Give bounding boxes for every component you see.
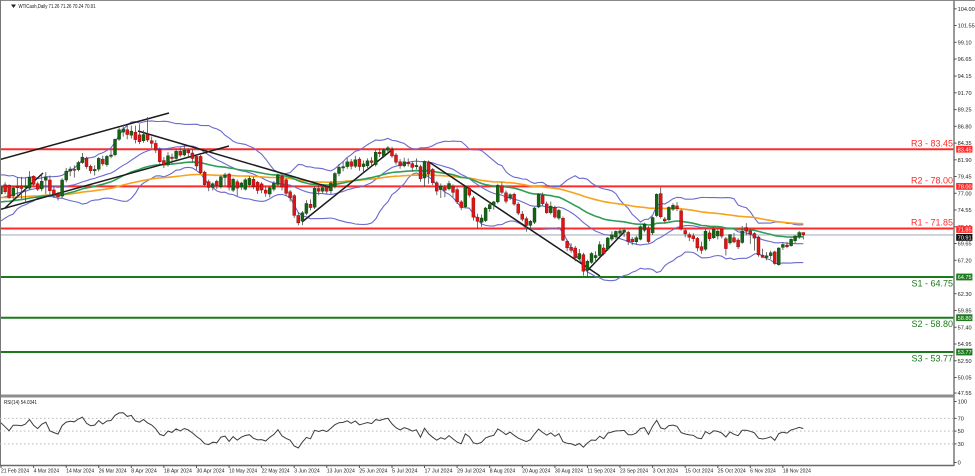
- svg-text:17 Jul 2024: 17 Jul 2024: [425, 469, 453, 475]
- svg-text:89.25: 89.25: [958, 108, 972, 114]
- svg-text:11 Sep 2024: 11 Sep 2024: [587, 469, 615, 475]
- svg-text:18 Nov 2024: 18 Nov 2024: [783, 469, 811, 475]
- svg-text:S1 - 64.75: S1 - 64.75: [911, 278, 953, 288]
- svg-text:79.45: 79.45: [958, 175, 972, 181]
- svg-text:18 Apr 2024: 18 Apr 2024: [164, 469, 192, 475]
- svg-text:R1 - 71.85: R1 - 71.85: [911, 218, 953, 228]
- svg-text:91.70: 91.70: [958, 91, 972, 97]
- svg-text:R3 - 83.45: R3 - 83.45: [911, 138, 953, 148]
- svg-text:R2 - 78.00: R2 - 78.00: [911, 176, 953, 186]
- svg-text:WTICash,Daily 71.26 71.26 70.: WTICash,Daily 71.26 71.26 70.24 70.91: [19, 4, 96, 10]
- svg-text:78.00: 78.00: [958, 185, 972, 191]
- svg-text:10 May 2024: 10 May 2024: [229, 469, 257, 475]
- svg-text:3 Oct 2024: 3 Oct 2024: [653, 469, 679, 475]
- svg-text:50: 50: [958, 429, 964, 435]
- svg-text:96.65: 96.65: [958, 57, 972, 63]
- svg-text:29 Jul 2024: 29 Jul 2024: [457, 469, 485, 475]
- svg-text:14 Mar 2024: 14 Mar 2024: [66, 469, 94, 475]
- svg-text:8 Aug 2024: 8 Aug 2024: [490, 469, 516, 475]
- svg-text:25 Oct 2024: 25 Oct 2024: [718, 469, 746, 475]
- svg-text:74.55: 74.55: [958, 208, 972, 214]
- svg-text:4 Mar 2024: 4 Mar 2024: [34, 469, 60, 475]
- svg-text:70.91: 70.91: [958, 236, 972, 242]
- svg-text:84.35: 84.35: [958, 141, 972, 147]
- svg-text:50.05: 50.05: [958, 376, 972, 382]
- svg-text:86.80: 86.80: [958, 124, 972, 130]
- svg-text:99.10: 99.10: [958, 40, 972, 46]
- svg-text:25 Jun 2024: 25 Jun 2024: [359, 469, 387, 475]
- svg-text:30 Apr 2024: 30 Apr 2024: [197, 469, 225, 475]
- svg-text:30: 30: [958, 442, 964, 448]
- svg-text:54.95: 54.95: [958, 342, 972, 348]
- svg-text:71.85: 71.85: [958, 228, 972, 234]
- svg-text:30 Aug 2024: 30 Aug 2024: [555, 469, 583, 475]
- svg-text:94.15: 94.15: [958, 74, 972, 80]
- svg-text:70: 70: [958, 417, 964, 423]
- svg-text:83.45: 83.45: [958, 147, 972, 153]
- svg-text:104.00: 104.00: [958, 7, 975, 13]
- svg-text:100: 100: [958, 400, 967, 406]
- svg-text:20 Aug 2024: 20 Aug 2024: [522, 469, 550, 475]
- svg-text:21 Feb 2024: 21 Feb 2024: [1, 469, 29, 475]
- svg-text:23 Sep 2024: 23 Sep 2024: [620, 469, 648, 475]
- svg-text:59.85: 59.85: [958, 309, 972, 315]
- svg-text:62.30: 62.30: [958, 292, 972, 298]
- svg-text:26 Mar 2024: 26 Mar 2024: [99, 469, 127, 475]
- svg-text:5 Jul 2024: 5 Jul 2024: [392, 469, 418, 475]
- svg-text:69.65: 69.65: [958, 242, 972, 248]
- svg-text:13 Jun 2024: 13 Jun 2024: [327, 469, 355, 475]
- svg-text:64.75: 64.75: [958, 275, 972, 281]
- svg-text:15 Oct 2024: 15 Oct 2024: [685, 469, 713, 475]
- svg-text:22 May 2024: 22 May 2024: [262, 469, 290, 475]
- svg-text:6 Nov 2024: 6 Nov 2024: [750, 469, 776, 475]
- svg-text:47.55: 47.55: [958, 391, 972, 397]
- svg-text:81.90: 81.90: [958, 158, 972, 164]
- svg-text:S2 - 58.80: S2 - 58.80: [911, 319, 953, 329]
- svg-text:101.55: 101.55: [958, 24, 975, 30]
- svg-text:77.00: 77.00: [958, 191, 972, 197]
- svg-text:S3 - 53.77: S3 - 53.77: [911, 353, 953, 363]
- svg-text:67.20: 67.20: [958, 258, 972, 264]
- svg-text:0: 0: [958, 461, 961, 467]
- svg-text:53.77: 53.77: [958, 350, 972, 356]
- svg-text:3 Jun 2024: 3 Jun 2024: [294, 469, 320, 475]
- svg-text:RSI(14) 54.0341: RSI(14) 54.0341: [4, 400, 37, 406]
- svg-text:52.50: 52.50: [958, 359, 972, 365]
- svg-text:8 Apr 2024: 8 Apr 2024: [131, 469, 157, 475]
- svg-text:58.80: 58.80: [958, 316, 972, 322]
- svg-text:57.40: 57.40: [958, 325, 972, 331]
